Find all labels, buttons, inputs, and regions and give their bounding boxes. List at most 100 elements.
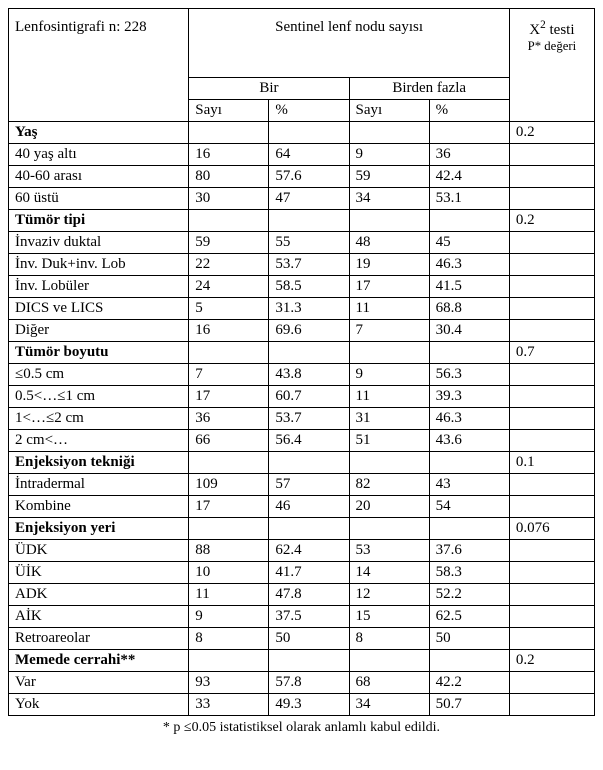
table-row: Diğer1669.6730.4 bbox=[9, 320, 595, 342]
count-one: 88 bbox=[189, 540, 269, 562]
table-row: ADK1147.81252.2 bbox=[9, 584, 595, 606]
count-more: 12 bbox=[349, 584, 429, 606]
pct-one: 53.7 bbox=[269, 408, 349, 430]
pct-more: 37.6 bbox=[429, 540, 509, 562]
hdr-x2-post: testi bbox=[546, 22, 575, 38]
p-cell bbox=[509, 408, 594, 430]
count-one: 9 bbox=[189, 606, 269, 628]
row-label: ADK bbox=[9, 584, 189, 606]
pct-one: 57.8 bbox=[269, 672, 349, 694]
section-title: Memede cerrahi** bbox=[9, 650, 189, 672]
hdr-count-2-text: Sayı bbox=[356, 102, 383, 118]
section-title: Tümör tipi bbox=[9, 210, 189, 232]
section-title: Tümör boyutu bbox=[9, 342, 189, 364]
count-one: 59 bbox=[189, 232, 269, 254]
hdr-sln-text: Sentinel lenf nodu sayısı bbox=[275, 19, 423, 35]
hdr-more: Birden fazla bbox=[349, 78, 509, 100]
pct-one: 57.6 bbox=[269, 166, 349, 188]
row-label: Diğer bbox=[9, 320, 189, 342]
p-cell bbox=[509, 144, 594, 166]
p-cell bbox=[509, 672, 594, 694]
row-label: İnvaziv duktal bbox=[9, 232, 189, 254]
p-cell bbox=[509, 298, 594, 320]
count-more: 20 bbox=[349, 496, 429, 518]
pct-more: 62.5 bbox=[429, 606, 509, 628]
table-row: Var9357.86842.2 bbox=[9, 672, 595, 694]
empty-cell bbox=[349, 518, 429, 540]
count-one: 7 bbox=[189, 364, 269, 386]
count-one: 36 bbox=[189, 408, 269, 430]
count-more: 11 bbox=[349, 298, 429, 320]
empty-cell bbox=[269, 518, 349, 540]
hdr-more-text: Birden fazla bbox=[392, 80, 466, 96]
pct-one: 50 bbox=[269, 628, 349, 650]
p-value: 0.2 bbox=[509, 122, 594, 144]
table-row: 60 üstü30473453.1 bbox=[9, 188, 595, 210]
empty-cell bbox=[429, 650, 509, 672]
empty-cell bbox=[189, 342, 269, 364]
table-row: ÜİK1041.71458.3 bbox=[9, 562, 595, 584]
p-value: 0.7 bbox=[509, 342, 594, 364]
empty-cell bbox=[189, 210, 269, 232]
pct-more: 53.1 bbox=[429, 188, 509, 210]
table-body: Yaş0.240 yaş altı166493640-60 arası8057.… bbox=[9, 122, 595, 716]
count-one: 22 bbox=[189, 254, 269, 276]
empty-cell bbox=[429, 342, 509, 364]
section-header-row: Memede cerrahi**0.2 bbox=[9, 650, 595, 672]
table-row: AİK937.51562.5 bbox=[9, 606, 595, 628]
count-one: 24 bbox=[189, 276, 269, 298]
hdr-count-1-text: Sayı bbox=[195, 102, 222, 118]
count-one: 8 bbox=[189, 628, 269, 650]
section-header-row: Yaş0.2 bbox=[9, 122, 595, 144]
table-row: 2 cm<…6656.45143.6 bbox=[9, 430, 595, 452]
row-label: AİK bbox=[9, 606, 189, 628]
table-row: 1<…≤2 cm3653.73146.3 bbox=[9, 408, 595, 430]
row-label: ≤0.5 cm bbox=[9, 364, 189, 386]
pct-one: 58.5 bbox=[269, 276, 349, 298]
pct-one: 37.5 bbox=[269, 606, 349, 628]
count-one: 66 bbox=[189, 430, 269, 452]
table-row: Kombine17462054 bbox=[9, 496, 595, 518]
hdr-count-1: Sayı bbox=[189, 100, 269, 122]
row-label: 0.5<…≤1 cm bbox=[9, 386, 189, 408]
footnote: * p ≤0.05 istatistiksel olarak anlamlı k… bbox=[8, 716, 595, 736]
table-row: 40 yaş altı1664936 bbox=[9, 144, 595, 166]
pct-more: 39.3 bbox=[429, 386, 509, 408]
p-cell bbox=[509, 386, 594, 408]
p-cell bbox=[509, 232, 594, 254]
p-value: 0.2 bbox=[509, 210, 594, 232]
pct-more: 50 bbox=[429, 628, 509, 650]
hdr-x2-sub: P* değeri bbox=[516, 39, 588, 54]
pct-one: 60.7 bbox=[269, 386, 349, 408]
p-cell bbox=[509, 430, 594, 452]
row-label: İntradermal bbox=[9, 474, 189, 496]
pct-more: 58.3 bbox=[429, 562, 509, 584]
empty-cell bbox=[429, 452, 509, 474]
count-more: 11 bbox=[349, 386, 429, 408]
hdr-corner-text: Lenfosintigrafi n: 228 bbox=[15, 19, 147, 35]
table-row: ≤0.5 cm743.8956.3 bbox=[9, 364, 595, 386]
count-more: 34 bbox=[349, 188, 429, 210]
table-row: İnv. Duk+inv. Lob2253.71946.3 bbox=[9, 254, 595, 276]
count-more: 34 bbox=[349, 694, 429, 716]
hdr-pct-2: % bbox=[429, 100, 509, 122]
row-label: Var bbox=[9, 672, 189, 694]
table-row: ÜDK8862.45337.6 bbox=[9, 540, 595, 562]
hdr-pct-2-text: % bbox=[436, 102, 449, 118]
pct-more: 52.2 bbox=[429, 584, 509, 606]
count-one: 80 bbox=[189, 166, 269, 188]
p-cell bbox=[509, 166, 594, 188]
p-value: 0.076 bbox=[509, 518, 594, 540]
count-more: 14 bbox=[349, 562, 429, 584]
row-label: İnv. Duk+inv. Lob bbox=[9, 254, 189, 276]
sln-table: Lenfosintigrafi n: 228 Sentinel lenf nod… bbox=[8, 8, 595, 716]
empty-cell bbox=[269, 650, 349, 672]
pct-one: 47.8 bbox=[269, 584, 349, 606]
row-label: 1<…≤2 cm bbox=[9, 408, 189, 430]
p-cell bbox=[509, 628, 594, 650]
empty-cell bbox=[269, 452, 349, 474]
section-header-row: Enjeksiyon tekniği0.1 bbox=[9, 452, 595, 474]
empty-cell bbox=[189, 650, 269, 672]
pct-more: 50.7 bbox=[429, 694, 509, 716]
pct-one: 64 bbox=[269, 144, 349, 166]
